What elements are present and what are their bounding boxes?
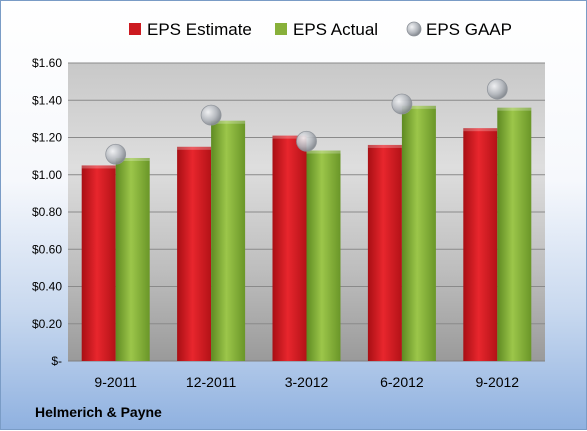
y-tick-label: $1.00 xyxy=(32,168,62,182)
x-category-label: 9-2011 xyxy=(94,374,137,390)
eps-actual-bar xyxy=(115,157,150,361)
y-tick-label: $0.80 xyxy=(32,205,62,219)
eps-estimate-bar xyxy=(272,135,307,361)
eps-actual-bar xyxy=(306,150,341,361)
x-category-label: 6-2012 xyxy=(380,374,424,390)
eps-estimate-bar-highlight xyxy=(367,144,402,148)
eps-estimate-bar xyxy=(81,165,116,361)
eps-estimate-bar-highlight xyxy=(177,146,212,150)
eps-estimate-bar xyxy=(367,144,402,361)
eps-actual-bar xyxy=(401,105,436,362)
y-tick-label: $0.40 xyxy=(32,280,62,294)
eps-gaap-marker xyxy=(200,104,222,126)
x-category-label: 9-2012 xyxy=(476,374,520,390)
eps-actual-bar-highlight xyxy=(497,107,532,111)
eps-estimate-bar-highlight xyxy=(463,128,498,132)
legend-eps-actual-label: EPS Actual xyxy=(293,20,378,39)
eps-actual-bar-highlight xyxy=(115,157,150,161)
company-name: Helmerich & Payne xyxy=(35,404,162,420)
eps-actual-bar-highlight xyxy=(401,105,436,109)
y-tick-label: $0.20 xyxy=(32,317,62,331)
eps-gaap-marker xyxy=(486,78,508,100)
eps-gaap-marker xyxy=(296,130,317,152)
legend-eps-gaap-swatch xyxy=(406,21,422,37)
legend-eps-gaap-label: EPS GAAP xyxy=(426,20,512,39)
y-tick-label: $- xyxy=(51,354,62,368)
legend-eps-estimate-label: EPS Estimate xyxy=(147,20,252,39)
y-tick-label: $1.20 xyxy=(32,131,62,145)
legend-eps-actual-swatch xyxy=(275,23,287,35)
x-category-label: 3-2012 xyxy=(285,374,329,390)
y-tick-label: $0.60 xyxy=(32,242,62,256)
eps-gaap-marker xyxy=(391,93,413,115)
eps-actual-bar-highlight xyxy=(306,150,341,154)
eps-actual-bar xyxy=(211,120,246,361)
eps-estimate-bar xyxy=(463,128,498,361)
y-tick-label: $1.40 xyxy=(32,93,62,107)
legend: EPS Estimate EPS Actual EPS GAAP xyxy=(129,20,512,39)
eps-estimate-bar xyxy=(177,146,212,361)
eps-actual-bar-highlight xyxy=(211,120,246,124)
x-category-label: 12-2011 xyxy=(186,374,237,390)
eps-estimate-bar-highlight xyxy=(81,165,116,169)
legend-eps-estimate-swatch xyxy=(129,23,141,35)
eps-actual-bar xyxy=(497,107,532,361)
y-tick-label: $1.60 xyxy=(32,56,62,70)
eps-gaap-marker xyxy=(105,143,127,165)
eps-estimate-bar-highlight xyxy=(272,135,307,139)
